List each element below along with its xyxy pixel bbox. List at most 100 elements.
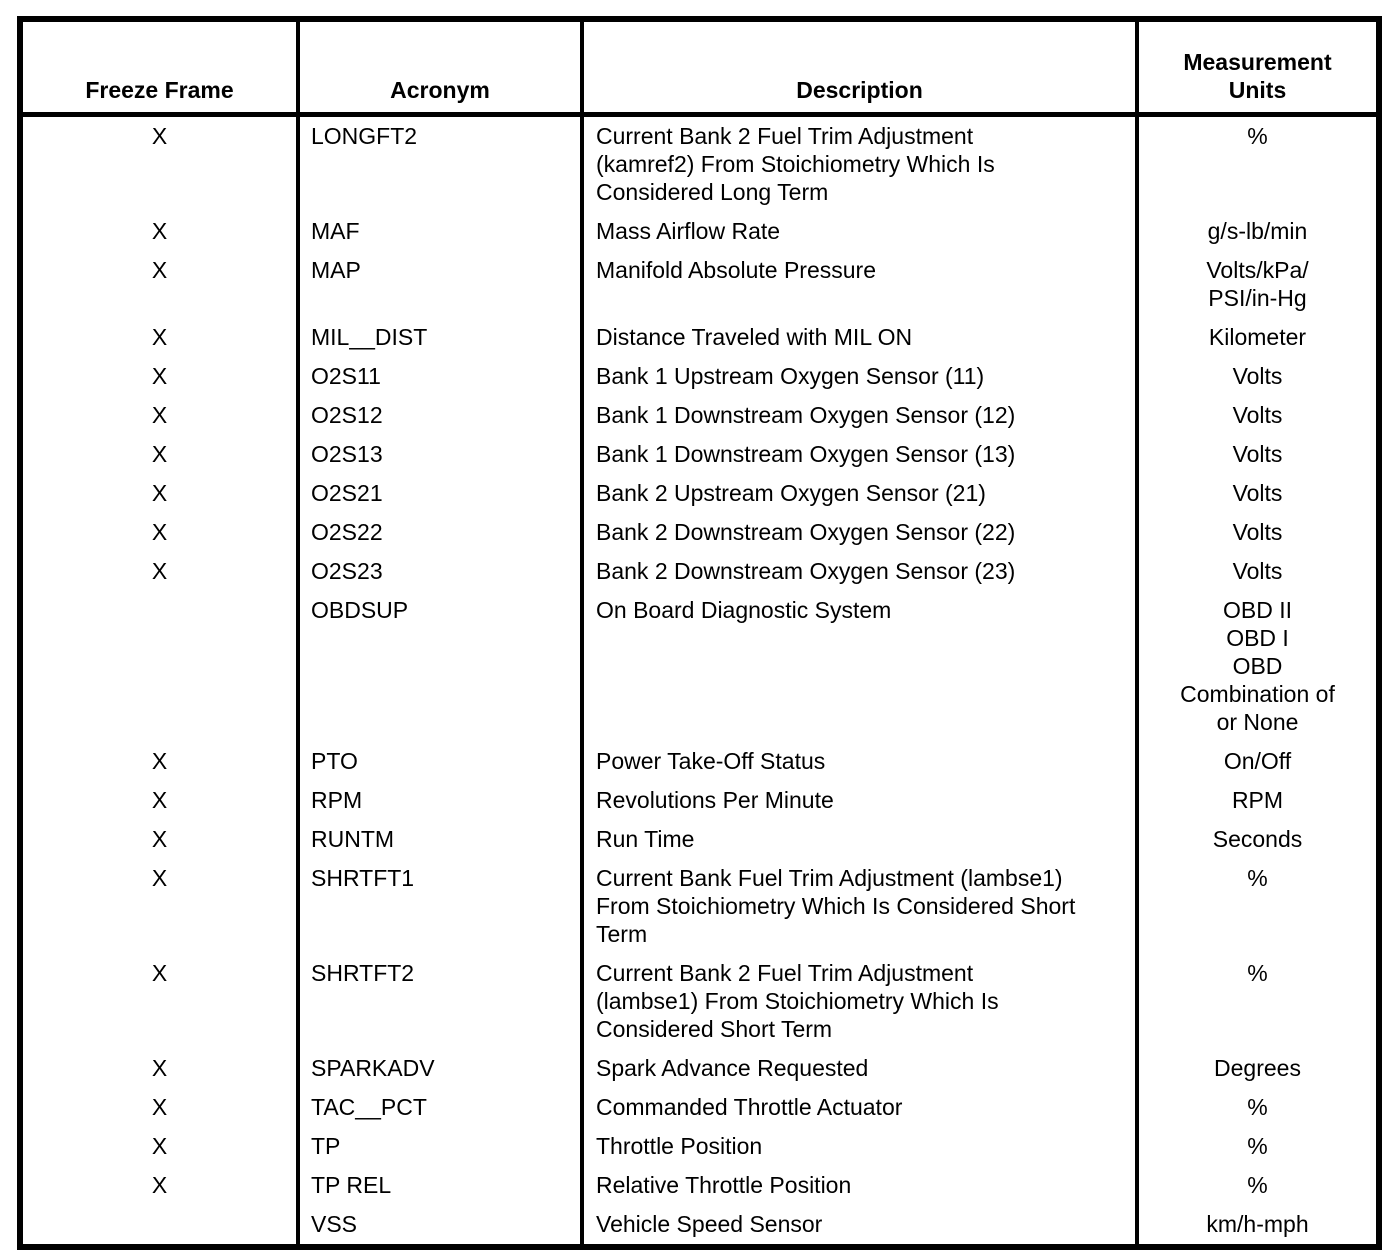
units-cell: %	[1135, 1088, 1379, 1127]
acronym-cell: TP REL	[296, 1166, 582, 1205]
column-header-freeze-frame: Freeze Frame	[18, 19, 298, 117]
units-cell: On/Off	[1135, 742, 1379, 781]
acronym-cell: O2S13	[296, 435, 582, 474]
acronym-cell: PTO	[296, 742, 582, 781]
acronym-cell: RPM	[296, 781, 582, 820]
acronym-cell: O2S12	[296, 396, 582, 435]
units-cell: %	[1135, 1166, 1379, 1205]
freeze-frame-cell: X	[18, 954, 298, 1049]
units-cell: Seconds	[1135, 820, 1379, 859]
table-row: X PTO Power Take-Off Status On/Off	[18, 742, 1379, 781]
freeze-frame-cell	[18, 591, 298, 742]
freeze-frame-cell: X	[18, 1088, 298, 1127]
units-cell: km/h-mph	[1135, 1205, 1379, 1247]
description-cell: Bank 1 Downstream Oxygen Sensor (12)	[580, 396, 1137, 435]
description-cell: Commanded Throttle Actuator	[580, 1088, 1137, 1127]
table-row: X TP REL Relative Throttle Position %	[18, 1166, 1379, 1205]
description-cell: Vehicle Speed Sensor	[580, 1205, 1137, 1247]
table-row: X SPARKADV Spark Advance Requested Degre…	[18, 1049, 1379, 1088]
units-cell: %	[1135, 859, 1379, 954]
units-cell: %	[1135, 1127, 1379, 1166]
description-cell: Bank 1 Upstream Oxygen Sensor (11)	[580, 357, 1137, 396]
freeze-frame-cell: X	[18, 251, 298, 318]
acronym-cell: TAC__PCT	[296, 1088, 582, 1127]
acronym-cell: SHRTFT1	[296, 859, 582, 954]
description-cell: Power Take-Off Status	[580, 742, 1137, 781]
freeze-frame-cell: X	[18, 552, 298, 591]
description-cell: Current Bank 2 Fuel Trim Adjustment (kam…	[580, 114, 1137, 212]
freeze-frame-cell: X	[18, 318, 298, 357]
units-cell: Volts/kPa/ PSI/in-Hg	[1135, 251, 1379, 318]
table-row: X TP Throttle Position %	[18, 1127, 1379, 1166]
acronym-cell: O2S23	[296, 552, 582, 591]
freeze-frame-cell: X	[18, 1166, 298, 1205]
units-cell: OBD II OBD I OBD Combination of or None	[1135, 591, 1379, 742]
table-row: X LONGFT2 Current Bank 2 Fuel Trim Adjus…	[18, 114, 1379, 212]
description-cell: Run Time	[580, 820, 1137, 859]
table-row: OBDSUP On Board Diagnostic System OBD II…	[18, 591, 1379, 742]
acronym-cell: MAF	[296, 212, 582, 251]
freeze-frame-cell: X	[18, 513, 298, 552]
freeze-frame-cell: X	[18, 742, 298, 781]
freeze-frame-cell	[18, 1205, 298, 1247]
freeze-frame-cell: X	[18, 114, 298, 212]
acronym-cell: O2S21	[296, 474, 582, 513]
units-cell: Degrees	[1135, 1049, 1379, 1088]
table-row: X O2S13 Bank 1 Downstream Oxygen Sensor …	[18, 435, 1379, 474]
acronym-cell: O2S11	[296, 357, 582, 396]
acronym-cell: SPARKADV	[296, 1049, 582, 1088]
description-cell: Bank 1 Downstream Oxygen Sensor (13)	[580, 435, 1137, 474]
acronym-cell: O2S22	[296, 513, 582, 552]
description-cell: Throttle Position	[580, 1127, 1137, 1166]
freeze-frame-cell: X	[18, 212, 298, 251]
units-cell: Kilometer	[1135, 318, 1379, 357]
units-cell: Volts	[1135, 552, 1379, 591]
units-cell: %	[1135, 954, 1379, 1049]
description-cell: Manifold Absolute Pressure	[580, 251, 1137, 318]
description-cell: Bank 2 Downstream Oxygen Sensor (22)	[580, 513, 1137, 552]
column-header-measurement-units: Measurement Units	[1135, 19, 1379, 117]
table-row: X MIL__DIST Distance Traveled with MIL O…	[18, 318, 1379, 357]
diagnostic-parameters-table: Freeze Frame Acronym Description Measure…	[17, 16, 1382, 1250]
freeze-frame-cell: X	[18, 1049, 298, 1088]
description-cell: Distance Traveled with MIL ON	[580, 318, 1137, 357]
description-cell: Mass Airflow Rate	[580, 212, 1137, 251]
freeze-frame-cell: X	[18, 820, 298, 859]
description-cell: Current Bank Fuel Trim Adjustment (lambs…	[580, 859, 1137, 954]
acronym-cell: LONGFT2	[296, 114, 582, 212]
units-cell: g/s-lb/min	[1135, 212, 1379, 251]
units-cell: Volts	[1135, 357, 1379, 396]
freeze-frame-cell: X	[18, 1127, 298, 1166]
table-row: X O2S21 Bank 2 Upstream Oxygen Sensor (2…	[18, 474, 1379, 513]
freeze-frame-cell: X	[18, 781, 298, 820]
table-row: VSS Vehicle Speed Sensor km/h-mph	[18, 1205, 1379, 1247]
acronym-cell: SHRTFT2	[296, 954, 582, 1049]
table-row: X RPM Revolutions Per Minute RPM	[18, 781, 1379, 820]
table-header: Freeze Frame Acronym Description Measure…	[18, 19, 1379, 117]
table-row: X O2S23 Bank 2 Downstream Oxygen Sensor …	[18, 552, 1379, 591]
acronym-cell: TP	[296, 1127, 582, 1166]
freeze-frame-cell: X	[18, 357, 298, 396]
acronym-cell: OBDSUP	[296, 591, 582, 742]
table-row: X SHRTFT1 Current Bank Fuel Trim Adjustm…	[18, 859, 1379, 954]
freeze-frame-cell: X	[18, 474, 298, 513]
units-cell: Volts	[1135, 474, 1379, 513]
units-cell: RPM	[1135, 781, 1379, 820]
table-row: X O2S11 Bank 1 Upstream Oxygen Sensor (1…	[18, 357, 1379, 396]
table-row: X MAP Manifold Absolute Pressure Volts/k…	[18, 251, 1379, 318]
table-row: X RUNTM Run Time Seconds	[18, 820, 1379, 859]
description-cell: Current Bank 2 Fuel Trim Adjustment (lam…	[580, 954, 1137, 1049]
column-header-description: Description	[580, 19, 1137, 117]
description-cell: Revolutions Per Minute	[580, 781, 1137, 820]
freeze-frame-cell: X	[18, 396, 298, 435]
column-header-acronym: Acronym	[296, 19, 582, 117]
description-cell: Spark Advance Requested	[580, 1049, 1137, 1088]
description-cell: On Board Diagnostic System	[580, 591, 1137, 742]
table-row: X O2S22 Bank 2 Downstream Oxygen Sensor …	[18, 513, 1379, 552]
header-row: Freeze Frame Acronym Description Measure…	[18, 19, 1379, 117]
table-row: X O2S12 Bank 1 Downstream Oxygen Sensor …	[18, 396, 1379, 435]
units-cell: Volts	[1135, 513, 1379, 552]
freeze-frame-cell: X	[18, 435, 298, 474]
units-cell: Volts	[1135, 435, 1379, 474]
table-row: X TAC__PCT Commanded Throttle Actuator %	[18, 1088, 1379, 1127]
